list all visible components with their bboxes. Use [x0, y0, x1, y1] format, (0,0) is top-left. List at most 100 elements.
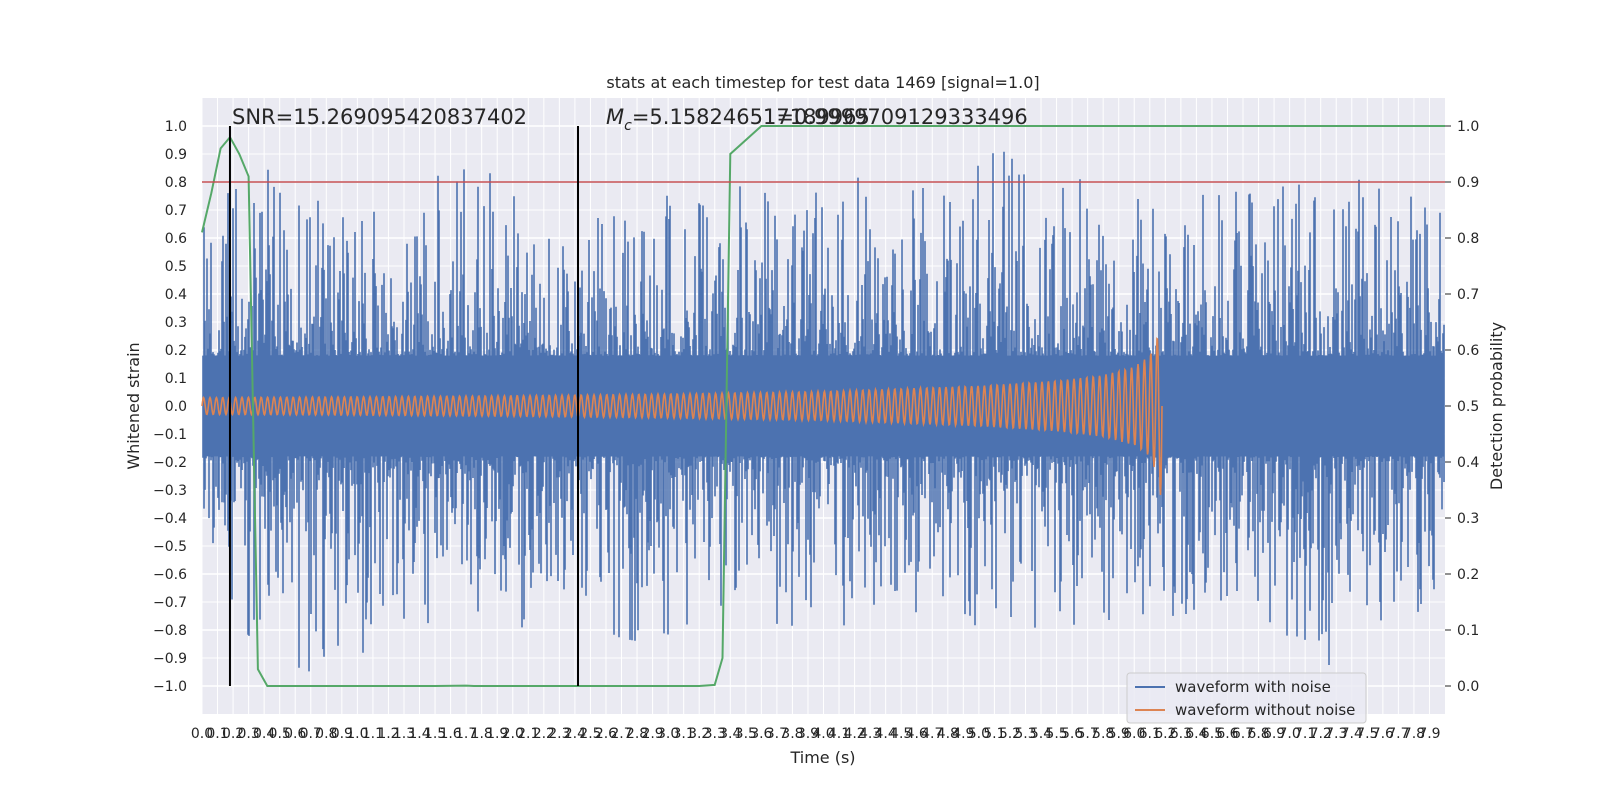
- x-tick-label: 5.4: [1030, 726, 1052, 742]
- x-tick-label: 6.5: [1201, 726, 1223, 742]
- x-tick-label: 1.5: [424, 726, 446, 742]
- x-tick-label: 1.4: [408, 726, 430, 742]
- legend-label-noise: waveform with noise: [1175, 678, 1331, 696]
- x-tick-label: 2.7: [610, 726, 632, 742]
- y-tick-label: −0.6: [153, 567, 187, 583]
- x-tick-label: 7.9: [1418, 726, 1440, 742]
- y2-tick-label: 0.2: [1457, 567, 1479, 583]
- y2-tick-label: 0.0: [1457, 679, 1479, 695]
- x-tick-label: 4.8: [937, 726, 959, 742]
- waveform-without-noise-series: [201, 337, 1163, 496]
- x-tick-label: 4.9: [952, 726, 974, 742]
- x-tick-label: 4.4: [875, 726, 897, 742]
- x-tick-label: 0.8: [315, 726, 337, 742]
- x-tick-label: 7.4: [1341, 726, 1363, 742]
- x-tick-label: 0.1: [206, 726, 228, 742]
- x-tick-label: 1.1: [362, 726, 384, 742]
- y-tick-label: 0.3: [165, 315, 187, 331]
- x-tick-label: 5.1: [983, 726, 1005, 742]
- y-tick-label: −1.0: [153, 679, 187, 695]
- x-tick-label: 5.8: [1092, 726, 1114, 742]
- y2-axis-label: Detection probability: [1487, 322, 1506, 490]
- x-tick-label: 3.0: [657, 726, 679, 742]
- x-tick-label: 4.2: [843, 726, 865, 742]
- x-tick-label: 1.3: [393, 726, 415, 742]
- x-tick-label: 6.9: [1263, 726, 1285, 742]
- x-tick-label: 7.0: [1278, 726, 1300, 742]
- x-tick-label: 2.2: [533, 726, 555, 742]
- chirp-mass-symbol: M: [606, 105, 624, 129]
- x-tick-label: 5.9: [1108, 726, 1130, 742]
- y-tick-label: −0.5: [153, 539, 187, 555]
- x-tick-label: 4.6: [906, 726, 928, 742]
- x-tick-label: 1.2: [377, 726, 399, 742]
- y-tick-label: 0.5: [165, 259, 187, 275]
- chart-title: stats at each timestep for test data 146…: [606, 73, 1039, 92]
- x-tick-label: 7.1: [1294, 726, 1316, 742]
- y-tick-label: −0.8: [153, 623, 187, 639]
- x-tick-label: 0.5: [269, 726, 291, 742]
- y2-tick-label: 0.5: [1457, 399, 1479, 415]
- y2-tick-label: 0.6: [1457, 343, 1479, 359]
- y-tick-label: 0.2: [165, 343, 187, 359]
- x-tick-label: 0.2: [222, 726, 244, 742]
- x-tick-label: 2.4: [564, 726, 586, 742]
- y-tick-label: −0.2: [153, 455, 187, 471]
- x-tick-label: 6.7: [1232, 726, 1254, 742]
- y2-tick-label: 0.8: [1457, 231, 1479, 247]
- y-tick-label: −0.7: [153, 595, 187, 611]
- x-tick-label: 7.5: [1356, 726, 1378, 742]
- y-tick-label: 0.4: [165, 287, 187, 303]
- x-tick-label: 3.3: [704, 726, 726, 742]
- x-tick-label: 5.7: [1077, 726, 1099, 742]
- x-tick-label: 4.5: [890, 726, 912, 742]
- x-tick-label: 2.1: [517, 726, 539, 742]
- y-tick-label: 0.0: [165, 399, 187, 415]
- x-tick-label: 2.6: [595, 726, 617, 742]
- x-tick-label: 3.5: [735, 726, 757, 742]
- y2-tick-label: 0.3: [1457, 511, 1479, 527]
- x-tick-label: 1.7: [455, 726, 477, 742]
- x-tick-label: 5.5: [1045, 726, 1067, 742]
- overlays: [202, 126, 1445, 686]
- x-tick-label: 1.8: [471, 726, 493, 742]
- y-tick-label: −0.4: [153, 511, 187, 527]
- x-tick-label: 0.6: [284, 726, 306, 742]
- x-tick-label: 2.5: [579, 726, 601, 742]
- y2-tick-label: 0.4: [1457, 455, 1479, 471]
- x-tick-label: 2.0: [502, 726, 524, 742]
- chirp-mass-subscript: c: [624, 118, 632, 134]
- x-tick-label: 3.1: [673, 726, 695, 742]
- x-tick-label: 6.0: [1123, 726, 1145, 742]
- y-tick-label: 1.0: [165, 119, 187, 135]
- x-tick-label: 1.9: [486, 726, 508, 742]
- probability-annotation: 1=0.9999709129333496: [763, 105, 1028, 129]
- x-tick-label: 7.2: [1310, 726, 1332, 742]
- x-axis-label: Time (s): [789, 748, 855, 767]
- x-tick-label: 1.0: [346, 726, 368, 742]
- y-tick-label: −0.3: [153, 483, 187, 499]
- x-tick-label: 6.8: [1247, 726, 1269, 742]
- y2-tick-label: 0.7: [1457, 287, 1479, 303]
- y2-tick-label: 0.1: [1457, 623, 1479, 639]
- x-tick-label: 7.6: [1372, 726, 1394, 742]
- x-tick-label: 5.3: [1014, 726, 1036, 742]
- x-tick-label: 0.3: [237, 726, 259, 742]
- y-tick-label: 0.6: [165, 231, 187, 247]
- tick-labels: 0.00.10.20.30.40.50.60.70.80.91.01.11.21…: [153, 119, 1479, 742]
- x-tick-label: 6.2: [1154, 726, 1176, 742]
- chirp-mass-annotation: Mc=5.158246517189965: [606, 105, 870, 134]
- x-tick-label: 2.9: [641, 726, 663, 742]
- y-axis-label: Whitened strain: [124, 342, 143, 469]
- x-tick-label: 4.7: [921, 726, 943, 742]
- x-tick-label: 7.7: [1387, 726, 1409, 742]
- x-tick-label: 3.8: [781, 726, 803, 742]
- x-tick-label: 4.0: [812, 726, 834, 742]
- y-tick-label: 0.7: [165, 203, 187, 219]
- legend: waveform with noise waveform without noi…: [1126, 672, 1367, 724]
- x-tick-label: 3.7: [766, 726, 788, 742]
- x-tick-label: 6.6: [1216, 726, 1238, 742]
- chirp-mass-value: =5.158246517189965: [632, 105, 870, 129]
- x-tick-label: 3.4: [719, 726, 741, 742]
